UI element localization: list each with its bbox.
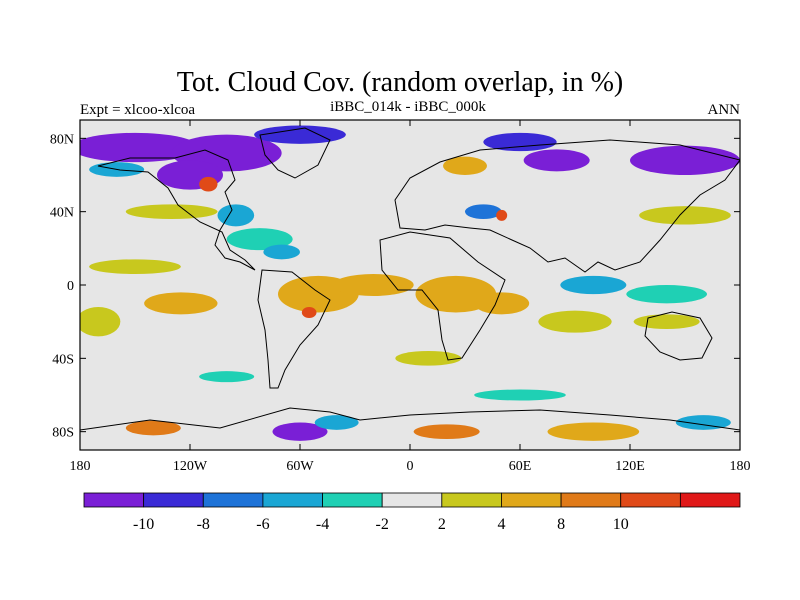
anomaly-region-37 — [675, 415, 731, 430]
y-tick-label: 80S — [52, 426, 74, 441]
colorbar-label: 4 — [497, 516, 505, 533]
anomaly-region-19 — [144, 292, 218, 315]
colorbar-label: 10 — [613, 516, 629, 533]
subtitle-left: Expt = xlcoo-xlcoa — [80, 102, 195, 118]
colorbar-swatch-2 — [202, 492, 264, 508]
chart-title: Tot. Cloud Cov. (random overlap, in %) — [177, 67, 623, 98]
y-tick-label: 40N — [50, 206, 74, 221]
anomaly-region-13 — [263, 244, 300, 260]
y-tick-label: 40S — [52, 352, 74, 367]
anomaly-region-35 — [413, 424, 480, 439]
eurasia-coast — [394, 139, 740, 273]
anomaly-region-4 — [199, 176, 218, 192]
x-tick-label: 120W — [173, 459, 208, 474]
anomaly-region-33 — [272, 422, 328, 441]
map-plot-area — [80, 120, 740, 450]
x-axis: 180 120W 60W 0 60E 120E 180 — [70, 120, 751, 474]
anomaly-region-10 — [125, 204, 218, 220]
anomaly-region-16 — [639, 206, 731, 225]
subtitle-right: ANN — [708, 102, 741, 118]
colorbar-label: -8 — [197, 516, 210, 533]
subtitle-center: iBBC_014k - iBBC_000k — [330, 99, 486, 115]
anomaly-region-22 — [333, 274, 414, 296]
x-tick-label: 180 — [730, 459, 751, 474]
anomaly-region-7 — [523, 149, 590, 172]
anomaly-region-14 — [465, 204, 502, 220]
colorbar-label: -6 — [256, 516, 269, 533]
coastlines — [80, 127, 740, 431]
australia-coast — [644, 311, 713, 361]
y-tick-label: 80N — [50, 132, 74, 147]
colorbar-label: 2 — [438, 516, 446, 533]
anomaly-region-9 — [443, 156, 487, 175]
colorbar: -10 -8 -6 -4 -2 2 4 8 10 — [83, 492, 741, 533]
anomaly-region-21 — [301, 307, 317, 318]
anomaly-region-26 — [560, 275, 627, 295]
anomaly-region-2 — [254, 125, 346, 144]
y-axis: 80N 40N 0 40S 80S — [50, 132, 740, 441]
anomaly-region-18 — [80, 307, 121, 337]
antarctica-coast — [80, 407, 740, 431]
anomaly-region-15 — [496, 209, 508, 221]
anomaly-region-28 — [633, 314, 700, 329]
anomaly-region-30 — [199, 371, 255, 383]
anomaly-region-31 — [474, 389, 566, 401]
anomaly-region-24 — [474, 292, 530, 315]
colorbar-swatch-5 — [381, 492, 443, 508]
anomaly-region-29 — [395, 351, 462, 366]
colorbar-swatch-4 — [322, 492, 383, 508]
anomaly-region-0 — [80, 132, 200, 163]
anomaly-region-36 — [547, 422, 640, 441]
colorbar-label: -2 — [376, 516, 389, 533]
colorbar-label: -10 — [133, 516, 154, 533]
colorbar-swatch-3 — [262, 492, 323, 508]
colorbar-swatch-0 — [83, 492, 145, 508]
anomaly-region-25 — [538, 310, 612, 333]
colorbar-swatch-7 — [501, 492, 562, 508]
africa-coast — [379, 231, 506, 361]
anomaly-regions — [80, 125, 740, 441]
south-america-coast — [257, 269, 331, 389]
colorbar-label: -4 — [316, 516, 329, 533]
anomaly-region-6 — [483, 132, 557, 152]
x-tick-label: 120E — [615, 459, 645, 474]
north-america-coast — [97, 149, 256, 271]
colorbar-swatch-1 — [143, 492, 204, 508]
anomaly-region-11 — [217, 204, 255, 227]
anomaly-region-32 — [125, 420, 181, 436]
anomaly-region-27 — [626, 285, 708, 304]
greenland-coast — [259, 127, 331, 179]
colorbar-label: 8 — [557, 516, 565, 533]
colorbar-swatch-10 — [679, 492, 741, 508]
x-tick-label: 60E — [509, 459, 532, 474]
colorbar-swatch-6 — [441, 492, 502, 508]
y-tick-label: 0 — [67, 279, 74, 294]
colorbar-swatch-8 — [560, 492, 622, 508]
x-tick-label: 180 — [70, 459, 91, 474]
anomaly-region-34 — [314, 415, 359, 430]
colorbar-swatch-9 — [620, 492, 681, 508]
anomaly-region-17 — [89, 259, 181, 274]
x-tick-label: 0 — [407, 459, 414, 474]
anomaly-region-8 — [630, 145, 740, 175]
anomaly-region-12 — [226, 228, 293, 251]
x-tick-label: 60W — [286, 459, 314, 474]
